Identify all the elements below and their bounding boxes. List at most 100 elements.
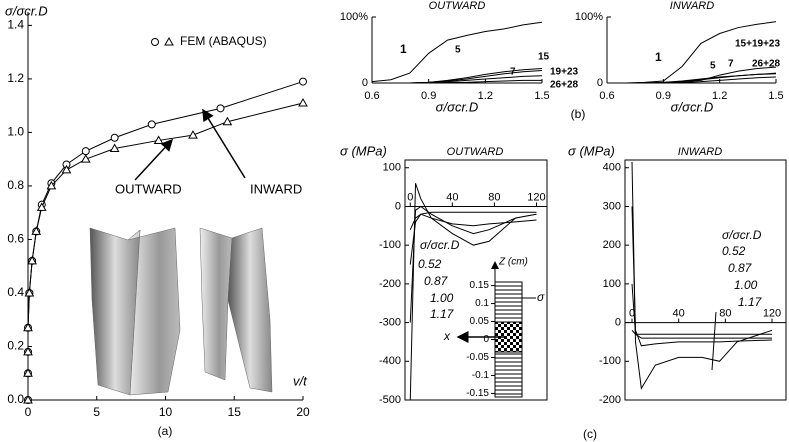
x-tick-label: 40 <box>673 307 685 319</box>
data-point <box>31 226 42 235</box>
data-point <box>61 164 72 174</box>
x-axis-label: σ/σcr.D <box>671 99 714 114</box>
series-label: 15 <box>538 52 550 63</box>
series-label: 0.87 <box>728 261 753 275</box>
series-label: 26+28 <box>752 59 781 70</box>
series-label: 7 <box>728 59 734 70</box>
chart-title: OUTWARD <box>429 0 486 12</box>
series-label: INWARD <box>250 181 302 196</box>
data-point <box>188 130 198 139</box>
series-label: 0.52 <box>418 257 442 271</box>
y-tick-label: 0.8 <box>7 178 24 192</box>
data-point <box>216 104 225 113</box>
series-line <box>631 329 772 335</box>
x-tick-label: 1.5 <box>768 90 783 102</box>
legend-title: σ/σcr.D <box>722 228 762 242</box>
data-point <box>109 143 120 152</box>
stress-label: σ <box>537 290 545 304</box>
data-point <box>153 135 164 144</box>
panel-label: (a) <box>158 424 173 438</box>
y-tick-label: 0 <box>395 200 401 212</box>
series-line <box>27 102 304 400</box>
y-tick-label: -200 <box>599 394 621 406</box>
y-tick-label: 0 <box>362 77 368 89</box>
data-point <box>23 368 33 377</box>
z-tick-label: 0.1 <box>475 298 489 309</box>
y-tick-label: 0.2 <box>7 339 24 353</box>
annotation: 1 <box>400 42 407 56</box>
series-line <box>372 79 542 84</box>
y-tick-label: 0.0 <box>7 392 24 406</box>
y-tick-label: 1.2 <box>7 71 24 85</box>
series-line <box>631 206 773 347</box>
legend-marker <box>151 38 159 46</box>
chart-title: INWARD <box>670 0 714 12</box>
y-tick-label: 1.0 <box>7 125 24 139</box>
x-tick-label: 5 <box>93 405 100 419</box>
data-point <box>23 346 33 356</box>
y-tick-label: 100% <box>340 11 368 23</box>
legend-title: σ/σcr.D <box>420 238 460 252</box>
y-tick-label: 100 <box>383 162 401 174</box>
series-line <box>371 21 543 83</box>
series-label: 5 <box>710 61 716 72</box>
data-point <box>298 97 308 107</box>
x-tick-label: 15 <box>228 405 242 419</box>
plot-frame <box>404 159 548 401</box>
y-tick-label: -500 <box>379 394 401 406</box>
series-line <box>631 161 773 390</box>
series-line <box>409 183 537 401</box>
x-axis-label: σ/σcr.D <box>436 99 479 114</box>
legend-label: FEM (ABAQUS) <box>180 34 267 48</box>
x-tick-label: 80 <box>719 307 731 319</box>
x-tick-label: 0 <box>629 307 635 319</box>
series-line <box>607 21 777 84</box>
panel-illustration <box>89 227 273 396</box>
x-tick-label: 0.6 <box>599 90 614 102</box>
series-label: 1.17 <box>738 295 763 309</box>
x-tick-label: 120 <box>527 191 545 203</box>
z-tick-label: 0.15 <box>470 280 490 291</box>
x-axis-label: v/t <box>293 373 308 388</box>
series-line <box>409 213 537 265</box>
data-point <box>147 120 156 129</box>
z-tick-label: 0 <box>483 334 489 345</box>
y-tick-label: -200 <box>379 278 401 290</box>
data-point <box>299 77 307 86</box>
series-label: OUTWARD <box>115 181 182 196</box>
series-label: 0.52 <box>722 244 746 258</box>
y-tick-label: 400 <box>603 162 621 174</box>
series-label: 1.00 <box>734 278 758 292</box>
y-tick-label: 0.6 <box>7 232 24 246</box>
y-tick-label: -100 <box>379 239 401 251</box>
plot-frame <box>624 159 787 401</box>
legend-marker <box>164 36 174 46</box>
data-point <box>222 116 233 126</box>
y-tick-label: 0 <box>597 77 603 89</box>
x-tick-label: 80 <box>488 191 500 203</box>
data-point <box>46 180 57 190</box>
x-tick-label: 1.2 <box>478 90 493 102</box>
series-label: 7 <box>510 67 516 78</box>
series-label: 15+19+23 <box>735 39 780 50</box>
x-tick-label: 10 <box>159 405 173 419</box>
y-tick-label: 100 <box>603 278 621 290</box>
chart-title: INWARD <box>678 146 722 158</box>
series-label: 26+28 <box>550 80 579 91</box>
y-tick-label: 200 <box>603 239 621 251</box>
y-tick-label: -400 <box>379 355 401 367</box>
y-tick-label: 300 <box>603 200 621 212</box>
series-label: 1.17 <box>430 307 455 321</box>
series-line <box>607 76 777 84</box>
x-tick-label: 40 <box>446 191 458 203</box>
y-axis-label: σ (MPa) <box>568 143 615 158</box>
y-tick-label: 1.4 <box>7 18 24 32</box>
z-tick-label: -0.15 <box>466 388 489 399</box>
x-tick-label: 0.9 <box>656 90 671 102</box>
z-tick-label: 0.05 <box>470 316 490 327</box>
series-line <box>409 211 537 230</box>
x-tick-label: 0.9 <box>421 90 436 102</box>
x-direction-label: x <box>443 329 451 343</box>
annotation: 1 <box>655 50 662 64</box>
